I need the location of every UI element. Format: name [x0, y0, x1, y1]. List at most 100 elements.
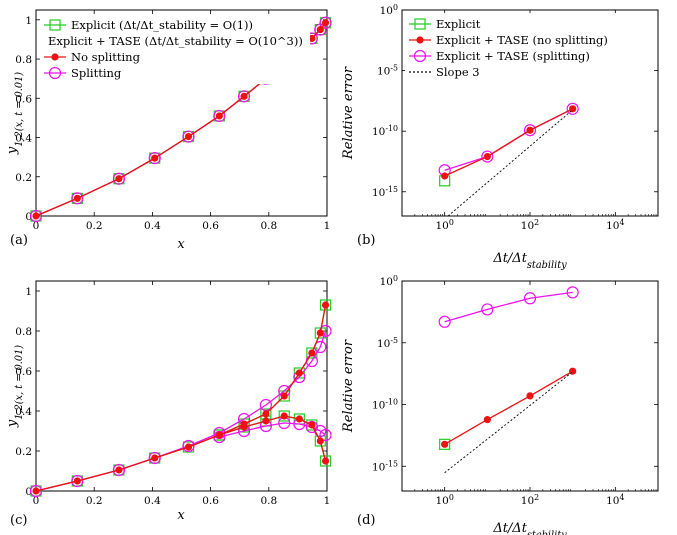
axes-frame [35, 280, 328, 492]
series-line [219, 422, 326, 438]
axes-frame [401, 280, 659, 492]
panel-label: (a) [10, 233, 28, 248]
y-tick-label: 0.2 [15, 172, 32, 184]
data-point [280, 412, 288, 420]
x-tick-label: 0.4 [144, 495, 161, 507]
axes-frame [35, 9, 328, 217]
series-y2-no-splitting [215, 412, 330, 465]
series-explicit-tase-splitting [438, 286, 579, 328]
data-point [73, 194, 81, 202]
data-point [151, 154, 159, 162]
data-point [293, 367, 305, 379]
data-point [184, 443, 193, 451]
data-point [115, 175, 123, 183]
data-point [321, 457, 330, 465]
x-tick-label: 100 [435, 493, 453, 508]
y-tick-label: 10-15 [372, 459, 398, 474]
data-point [278, 410, 290, 422]
data-point [182, 439, 195, 453]
x-tick-label: 102 [521, 218, 539, 233]
data-point [240, 92, 248, 100]
panel-label: (b) [357, 233, 375, 248]
data-point [29, 209, 43, 223]
data-point [112, 172, 126, 185]
data-point [566, 286, 579, 299]
x-tick-label: 0 [33, 220, 40, 232]
x-tick-label: 0.2 [86, 220, 103, 232]
data-point [262, 417, 270, 425]
x-tick-label: 0 [33, 495, 40, 507]
data-point [481, 150, 494, 163]
data-point [308, 421, 316, 429]
data-point [184, 132, 193, 141]
data-point [148, 152, 161, 165]
data-point [215, 431, 223, 439]
y-axis-label: Relative error [341, 66, 356, 160]
data-point [441, 172, 449, 180]
legend: Explicit (Δt/Δt_stability = O(1)) Explici… [40, 14, 310, 84]
legend-box [40, 14, 310, 84]
data-point [182, 130, 195, 143]
data-point [481, 303, 494, 316]
data-point [71, 474, 84, 488]
data-point [316, 26, 324, 34]
x-tick-label: 1 [324, 495, 331, 507]
legend-box [405, 13, 620, 83]
y-tick-label: 10-10 [372, 124, 398, 139]
y-tick-label: 0.2 [15, 446, 32, 458]
x-axis-label: x [177, 237, 185, 252]
x-tick-label: 0.8 [260, 495, 277, 507]
y-tick-label: 0.8 [15, 326, 32, 338]
legend-entry-0: Explicit (Δt/Δt_stability = O(1)) [71, 18, 253, 32]
x-tick-label: 104 [606, 493, 624, 508]
y-tick-label: 1 [25, 15, 32, 27]
data-point [569, 105, 577, 113]
data-point [526, 392, 534, 400]
x-tick-label: 0.4 [144, 220, 161, 232]
y-tick-label: 0.6 [15, 93, 32, 105]
x-tick-label: 104 [606, 218, 624, 233]
y-tick-label: 10-5 [377, 335, 398, 350]
x-tick-label: 0.6 [202, 220, 219, 232]
series-slope-3 [447, 109, 573, 217]
y-tick-label: 10-15 [372, 184, 398, 199]
data-point [29, 484, 43, 498]
legend-marker-explicit [414, 18, 426, 30]
data-point [32, 212, 40, 220]
data-point [439, 438, 451, 450]
y-tick-label: 100 [380, 3, 398, 18]
data-point [523, 292, 537, 305]
data-point [566, 102, 579, 115]
panel-d: 100 102 104 10-15 10-10 10-5 100 Δt/Δtstability… [341, 274, 659, 535]
series-line [444, 291, 573, 323]
data-point [240, 423, 248, 431]
y-axis-label: y1,2(x, t = 0.01) [5, 72, 25, 155]
data-point [316, 329, 324, 337]
data-point [319, 299, 332, 311]
data-point [295, 369, 303, 377]
legend-entry-2: Explicit + TASE (splitting) [436, 49, 590, 63]
x-tick-label: 100 [435, 218, 453, 233]
y-axis-label: y1,2(x, t = 0.01) [5, 345, 25, 428]
data-point [523, 124, 537, 137]
y-tick-label: 0.8 [15, 54, 32, 66]
y-tick-label: 0.6 [15, 366, 32, 378]
y-tick-label: 0 [25, 486, 32, 498]
x-tick-label: 102 [521, 493, 539, 508]
data-point [321, 19, 330, 27]
x-axis-label: x [177, 508, 185, 523]
legend-entry-2: No splitting [71, 50, 141, 64]
x-tick-label: 0.8 [260, 220, 277, 232]
series-line [447, 109, 573, 217]
data-point [319, 16, 332, 29]
data-point [32, 487, 40, 495]
legend-marker-tase_nosplit [51, 53, 59, 61]
legend-marker-tase_split [48, 66, 62, 80]
y-tick-label: 0 [25, 211, 32, 223]
series-explicit-tase-no-splitting [441, 367, 577, 448]
data-point [71, 192, 84, 205]
series-explicit [439, 438, 451, 450]
data-point [213, 109, 226, 123]
x-tick-label: 0.2 [86, 495, 103, 507]
